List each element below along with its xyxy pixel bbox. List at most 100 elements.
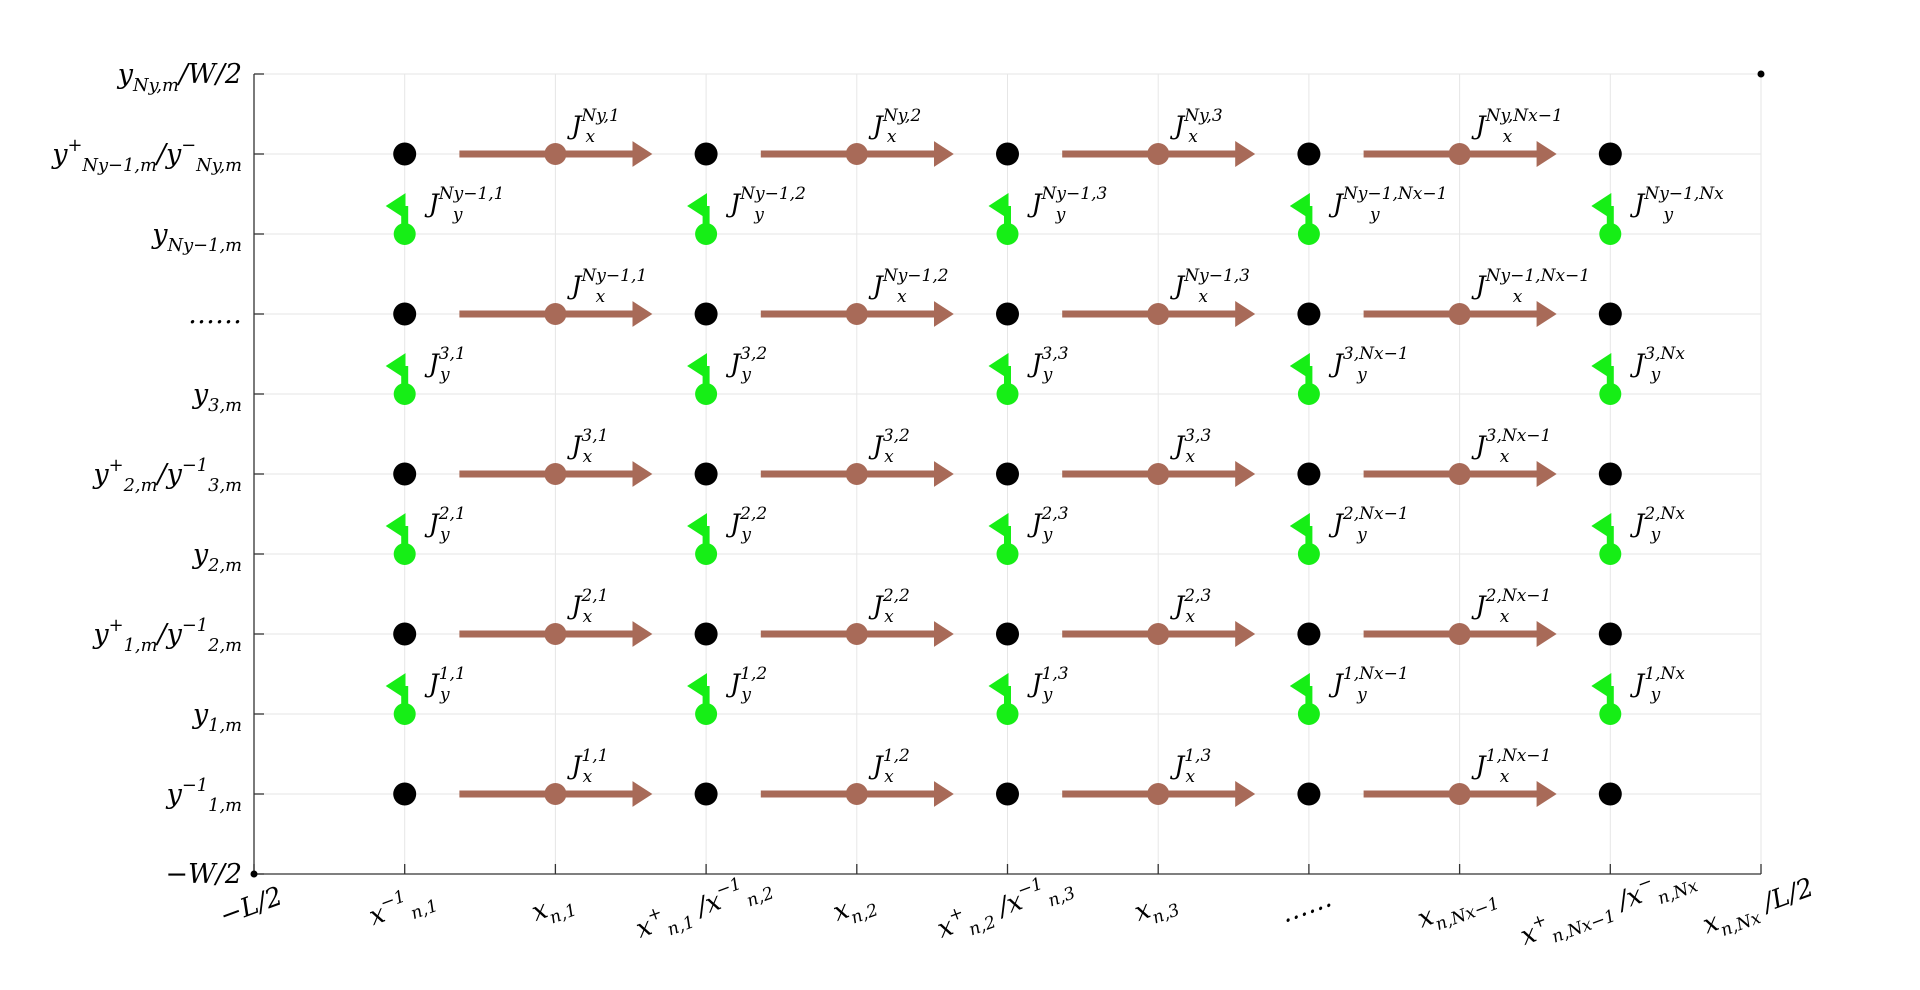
jy-point	[393, 543, 416, 565]
node	[1297, 142, 1321, 166]
jy-point	[695, 383, 718, 405]
y-tick-labels: −W/2 y−11,m y1,m y+1,m/y−12,m y2,m y+2,m/y−13…	[51, 59, 242, 890]
jy-point	[1599, 383, 1622, 405]
jx-label: J2,Nx−1 x	[1471, 586, 1552, 627]
node	[1297, 462, 1321, 486]
node	[393, 622, 417, 646]
node	[1297, 302, 1321, 326]
jx-label: J3,1 x	[566, 426, 608, 467]
jx-label: JNy,1 x	[566, 106, 619, 147]
jx-point	[1448, 303, 1471, 325]
node	[996, 782, 1019, 806]
y-tick-label-mW2: −W/2	[165, 859, 242, 890]
node	[1598, 782, 1622, 806]
jy-label: J2,Nx−1 y	[1328, 504, 1409, 545]
node	[1598, 622, 1622, 646]
jx-label: J3,3 x	[1169, 426, 1211, 467]
jx-label: J3,2 x	[868, 426, 910, 467]
jx-label: JNy−1,1 x	[566, 266, 647, 307]
jy-label: J3,2 y	[725, 344, 767, 385]
jy-label: JNy−1,1 y	[424, 184, 505, 225]
jx-labels: J1,1 x J1,2 x J1,3 x J1,Nx−1 x J2,1 x J2,2 x J2,3 x J2…	[566, 106, 1590, 787]
jy-arrows	[385, 193, 1622, 725]
jy-label: J1,2 y	[725, 664, 767, 705]
jx-point	[544, 303, 567, 325]
node	[1598, 142, 1622, 166]
node	[694, 302, 718, 326]
jy-label: J2,1 y	[424, 504, 466, 545]
jx-point	[1448, 623, 1471, 645]
jy-point	[695, 543, 718, 565]
jy-label: J2,Nx y	[1629, 504, 1685, 545]
node	[1297, 622, 1321, 646]
jy-point	[1599, 703, 1622, 725]
jy-label: J1,Nx−1 y	[1328, 664, 1409, 705]
origin-dot	[250, 870, 258, 878]
x-tick-label-x1: xn,1	[528, 885, 580, 933]
jy-label: JNy−1,Nx−1 y	[1328, 184, 1448, 225]
node	[393, 462, 417, 486]
jy-label: J3,Nx−1 y	[1328, 344, 1409, 385]
jy-label: J2,3 y	[1027, 504, 1069, 545]
x-tick-label-xL2: xn,Nx /L/2	[1699, 873, 1820, 946]
jy-point	[996, 703, 1019, 725]
axes	[250, 70, 1765, 878]
jy-point	[393, 383, 416, 405]
jy-label: J3,Nx y	[1629, 344, 1685, 385]
jy-point	[695, 223, 718, 245]
jx-label: JNy,Nx−1 x	[1471, 106, 1563, 147]
y-tick-label-y1: y1,m	[192, 699, 242, 736]
node	[996, 142, 1019, 166]
jx-point	[1448, 783, 1471, 805]
x-tick-label-x12: x+n,1 /x−1n,2	[631, 865, 777, 950]
y-tick-label-yNm1: yNy−1,m	[151, 219, 242, 256]
node	[996, 302, 1019, 326]
jx-point	[1147, 143, 1170, 165]
jx-point	[1147, 623, 1170, 645]
jy-label: JNy−1,Nx y	[1629, 184, 1724, 225]
x-tick-label-x3: xn,3	[1131, 885, 1183, 933]
jy-point	[1297, 543, 1320, 565]
node	[694, 782, 718, 806]
jx-point	[1448, 463, 1471, 485]
y-tick-label-y3: y3,m	[192, 379, 242, 416]
jy-label: JNy−1,3 y	[1027, 184, 1108, 225]
jy-point	[996, 383, 1019, 405]
x-tick-label-xdots: ……	[1277, 883, 1336, 929]
jx-point	[845, 463, 868, 485]
node	[694, 462, 718, 486]
x-tick-labels: −L/2 x−1n,1 xn,1 x+n,1 /x−1n,2 xn,2 x+n,2 /x−…	[216, 858, 1820, 958]
jy-point	[1599, 223, 1622, 245]
node	[996, 462, 1019, 486]
x-tick-label-xNN: x+n,Nx−1 /x−n,Nx	[1515, 858, 1701, 958]
node	[1598, 302, 1622, 326]
x-tick-label-x23: x+n,2 /x−1n,3	[932, 865, 1078, 950]
node	[996, 622, 1019, 646]
jy-point	[1599, 543, 1622, 565]
jy-point	[1297, 383, 1320, 405]
jx-label: J1,1 x	[566, 746, 608, 787]
jy-point	[393, 703, 416, 725]
jy-label: J1,3 y	[1027, 664, 1069, 705]
jy-label: J3,1 y	[424, 344, 466, 385]
y-tick-label-y23: y+2,m/y−13,m	[92, 455, 242, 496]
y-tick-label-y2: y2,m	[192, 539, 242, 576]
jx-point	[544, 623, 567, 645]
jx-label: JNy,2 x	[868, 106, 921, 147]
x-tick-label-x1m: x−1n,1	[364, 877, 441, 937]
jx-point	[544, 463, 567, 485]
jy-label: JNy−1,2 y	[725, 184, 806, 225]
jy-label: J2,2 y	[725, 504, 767, 545]
jx-point	[845, 143, 868, 165]
node	[393, 782, 417, 806]
corner-dot	[1757, 70, 1765, 78]
jy-point	[1297, 223, 1320, 245]
y-tick-label-y1m1: y−11,m	[166, 775, 242, 816]
y-tick-label-y12: y+1,m/y−12,m	[92, 615, 242, 656]
jy-label: J1,1 y	[424, 664, 466, 705]
jx-label: JNy−1,3 x	[1169, 266, 1250, 307]
node	[694, 142, 718, 166]
jy-label: J1,Nx y	[1629, 664, 1685, 705]
jx-label: J1,2 x	[868, 746, 910, 787]
